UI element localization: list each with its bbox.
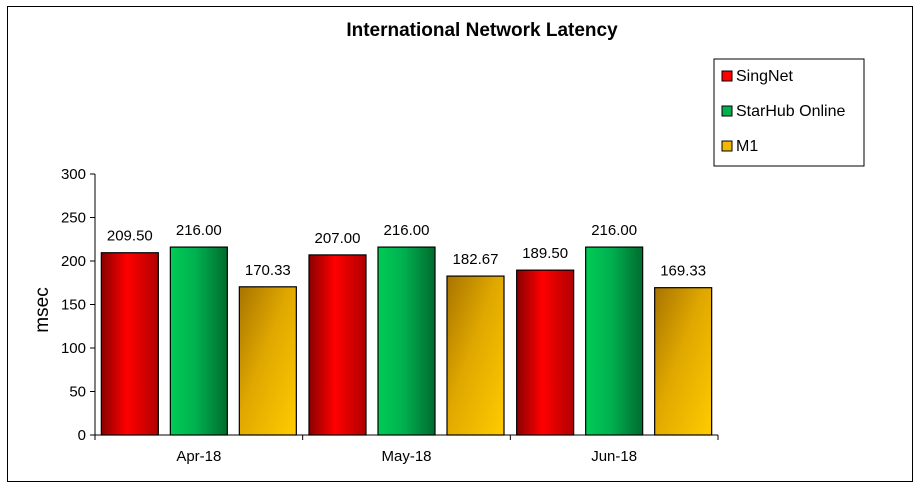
data-label: 189.50 <box>522 245 568 262</box>
y-tick-label: 200 <box>61 253 86 270</box>
bars-group <box>100 246 713 436</box>
legend-swatch <box>721 140 733 152</box>
legend-box <box>713 58 865 167</box>
data-label: 182.67 <box>453 251 499 268</box>
y-tick-label: 100 <box>61 340 86 357</box>
data-label: 207.00 <box>315 230 361 247</box>
bar-m1 <box>654 287 713 436</box>
bar-singnet <box>308 254 367 436</box>
legend-swatch <box>721 105 733 117</box>
y-tick-label: 150 <box>61 297 86 314</box>
bar-starhub-online <box>377 246 436 436</box>
y-tick-label: 300 <box>61 166 86 183</box>
y-tick-label: 0 <box>78 427 86 444</box>
data-label: 216.00 <box>591 222 637 239</box>
data-label: 209.50 <box>107 228 153 245</box>
legend: SingNet StarHub Online M1 <box>713 58 865 167</box>
y-axis-label: msec <box>32 287 53 332</box>
data-label: 216.00 <box>384 222 430 239</box>
data-label: 170.33 <box>245 262 291 279</box>
chart-frame: International Network Latency msec 0 50 10… <box>7 6 913 482</box>
x-axis: Apr-18 May-18 Jun-18 <box>94 434 719 465</box>
bar-starhub-online <box>585 246 644 436</box>
data-label: 216.00 <box>176 222 222 239</box>
bar-m1 <box>238 286 297 436</box>
x-tick-label: May-18 <box>381 448 431 465</box>
bar-singnet <box>516 269 575 436</box>
legend-label: M1 <box>736 138 758 155</box>
data-label: 169.33 <box>660 263 706 280</box>
bar-m1 <box>446 275 505 436</box>
y-tick-label: 250 <box>61 210 86 227</box>
y-axis: 0 50 100 150 200 250 300 <box>61 166 96 444</box>
x-tick-label: Apr-18 <box>176 448 221 465</box>
bar-chart: International Network Latency msec 0 50 10… <box>32 20 865 465</box>
value-labels-group: 209.50 216.00 170.33 207.00 216.00 182.67 189.… <box>107 222 706 280</box>
legend-label: StarHub Online <box>736 103 845 120</box>
legend-label: SingNet <box>736 68 793 85</box>
legend-swatch <box>721 70 733 82</box>
bar-singnet <box>100 252 159 436</box>
x-tick-label: Jun-18 <box>591 448 637 465</box>
bar-starhub-online <box>169 246 228 436</box>
y-tick-label: 50 <box>69 384 86 401</box>
chart-title: International Network Latency <box>346 20 618 41</box>
